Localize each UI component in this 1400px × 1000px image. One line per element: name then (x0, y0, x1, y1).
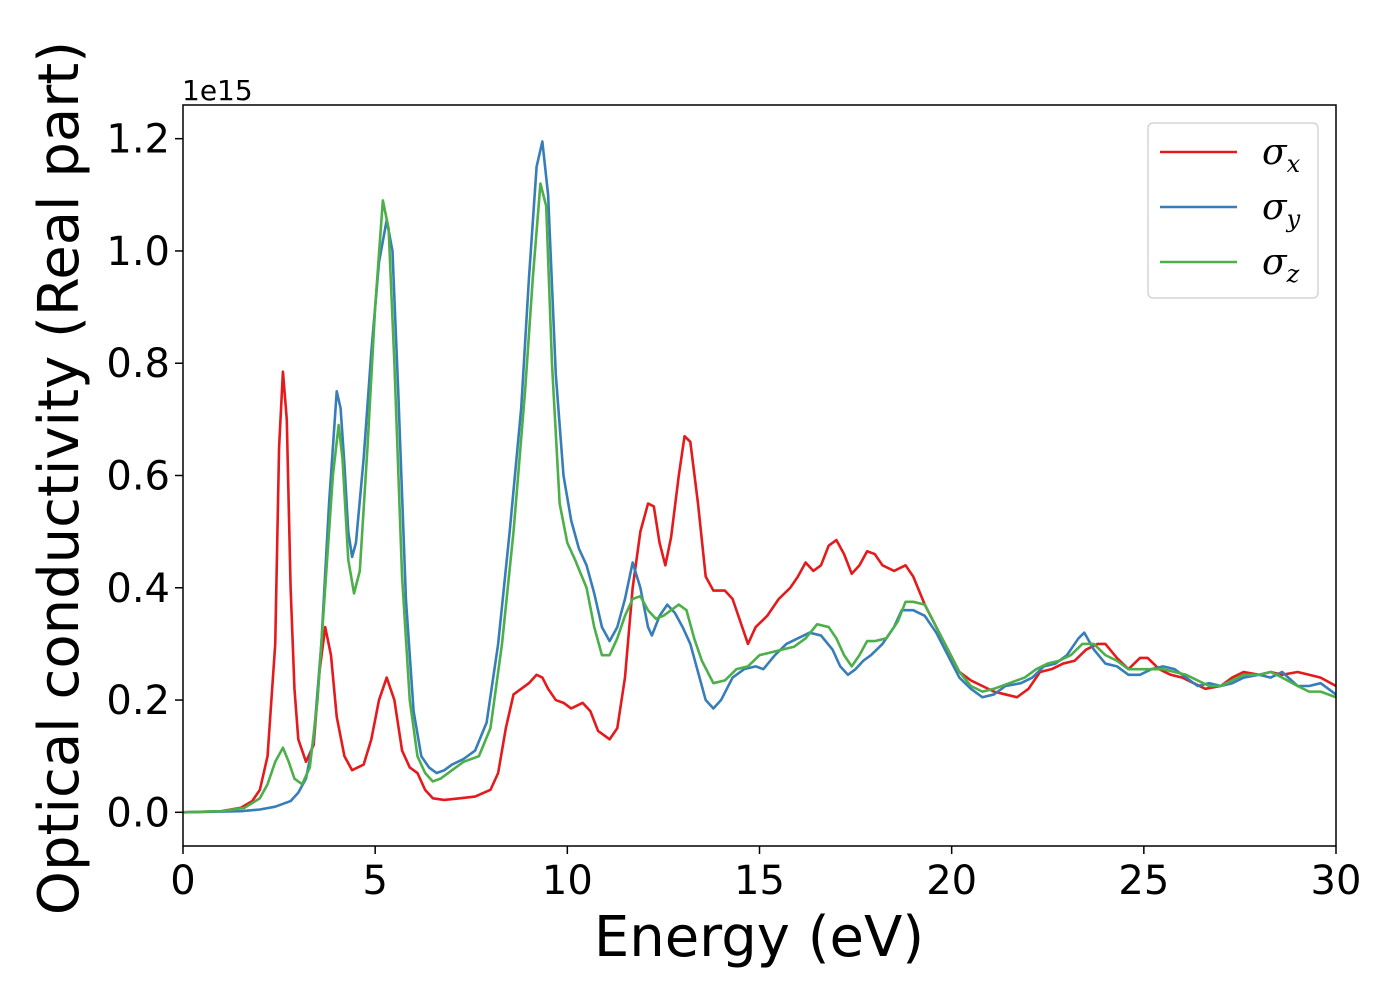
x-tick-label: 0 (170, 858, 195, 904)
legend: σx σy σz (1147, 122, 1319, 299)
x-axis: 0 5 10 15 20 25 30 (170, 846, 1361, 904)
x-tick-label: 5 (362, 858, 387, 904)
series-line-z (183, 182, 1336, 814)
legend-box (1147, 122, 1319, 299)
y-tick-label: 1.0 (106, 229, 170, 275)
series-line-x (183, 370, 1336, 814)
x-axis-title: Energy (eV) (594, 905, 924, 970)
y-tick-label: 0.8 (106, 341, 170, 387)
y-axis-title: Optical conductivity (Real part) (27, 41, 92, 915)
x-tick-label: 30 (1311, 858, 1362, 904)
y-tick-label: 0.2 (106, 678, 170, 724)
y-tick-label: 0.4 (106, 566, 170, 612)
x-tick-label: 15 (734, 858, 785, 904)
legend-label-x: σx (1262, 132, 1301, 178)
y-axis: 0.0 0.2 0.4 0.6 0.8 1.0 1.2 (106, 117, 183, 836)
x-tick-label: 20 (926, 858, 977, 904)
y-offset-text: 1e15 (182, 74, 253, 107)
y-tick-label: 1.2 (106, 117, 170, 163)
series-group (183, 140, 1336, 814)
y-tick-label: 0.6 (106, 454, 170, 500)
legend-label-y: σy (1262, 187, 1301, 233)
y-tick-label: 0.0 (106, 790, 170, 836)
x-tick-label: 10 (542, 858, 593, 904)
x-tick-label: 25 (1118, 858, 1169, 904)
legend-label-z: σz (1262, 242, 1300, 288)
